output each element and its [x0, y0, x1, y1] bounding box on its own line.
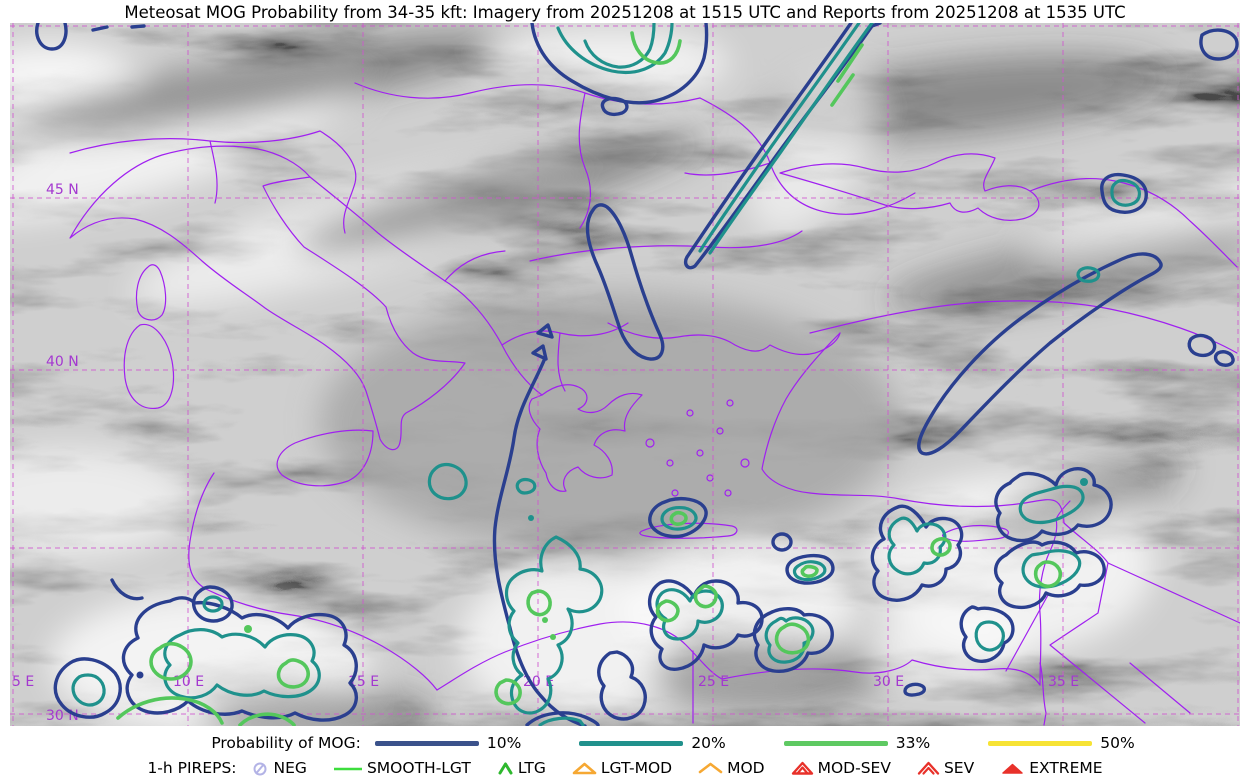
- contour-line-10pct-icon: [374, 740, 479, 746]
- pireps-legend: 1-h PIREPS: NEG SMOOTH-LGT LTG LGT-MOD M…: [0, 756, 1250, 780]
- satellite-background: [10, 23, 1240, 726]
- legend-item-mod-sev: MOD-SEV: [791, 759, 891, 777]
- lon-label-30e: 30 E: [873, 674, 904, 690]
- red-triangle-caret-icon: [791, 760, 814, 777]
- orange-triangle-outline-icon: [572, 760, 597, 777]
- smooth-line-icon: [333, 760, 363, 777]
- probability-contours-33pct: [116, 31, 1063, 726]
- contour-line-33pct-icon: [783, 740, 888, 746]
- satellite-map: 45 N 40 N 30 N 5 E 10 E 15 E 20 E 25 E 3…: [10, 23, 1240, 726]
- orange-caret-icon: [698, 760, 723, 777]
- legend-item-mod: MOD: [698, 759, 765, 777]
- lat-label-40n: 40 N: [46, 354, 79, 370]
- legend-item-extreme: EXTREME: [1000, 759, 1103, 777]
- probability-legend: Probability of MOG: 10% 20% 33% 50%: [48, 731, 1250, 755]
- page-title: Meteosat MOG Probability from 34-35 kft:…: [124, 3, 1126, 22]
- lon-label-5e: 5 E: [12, 674, 34, 690]
- legend-item-neg: NEG: [251, 759, 307, 777]
- map-canvas: 45 N 40 N 30 N 5 E 10 E 15 E 20 E 25 E 3…: [10, 23, 1240, 726]
- pireps-legend-title: 1-h PIREPS:: [147, 759, 237, 777]
- lat-label-45n: 45 N: [46, 182, 79, 198]
- red-filled-triangle-icon: [1000, 760, 1025, 777]
- legend-item-33pct: 33%: [783, 734, 930, 752]
- probability-legend-title: Probability of MOG:: [211, 734, 361, 752]
- neg-circle-slash-icon: [251, 760, 270, 777]
- legend-item-sev: SEV: [917, 759, 974, 777]
- lon-label-15e: 15 E: [348, 674, 379, 690]
- legend-item-50pct: 50%: [988, 734, 1135, 752]
- legend-item-10pct: 10%: [374, 734, 521, 752]
- legend-item-smooth-lgt: SMOOTH-LGT: [333, 759, 471, 777]
- lon-label-20e: 20 E: [523, 674, 554, 690]
- red-double-caret-icon: [917, 760, 940, 777]
- legend-item-20pct: 20%: [579, 734, 726, 752]
- lon-label-35e: 35 E: [1048, 674, 1079, 690]
- probability-contours-20pct: [71, 23, 1142, 726]
- legend-item-lgt-mod: LGT-MOD: [572, 759, 672, 777]
- contour-line-50pct-icon: [988, 740, 1093, 746]
- latlon-grid: 45 N 40 N 30 N 5 E 10 E 15 E 20 E 25 E 3…: [10, 23, 1240, 726]
- legend-item-ltg: LTG: [497, 759, 546, 777]
- lat-label-30n: 30 N: [46, 708, 79, 724]
- contour-line-20pct-icon: [579, 740, 684, 746]
- lon-label-25e: 25 E: [698, 674, 729, 690]
- green-caret-icon: [497, 760, 514, 777]
